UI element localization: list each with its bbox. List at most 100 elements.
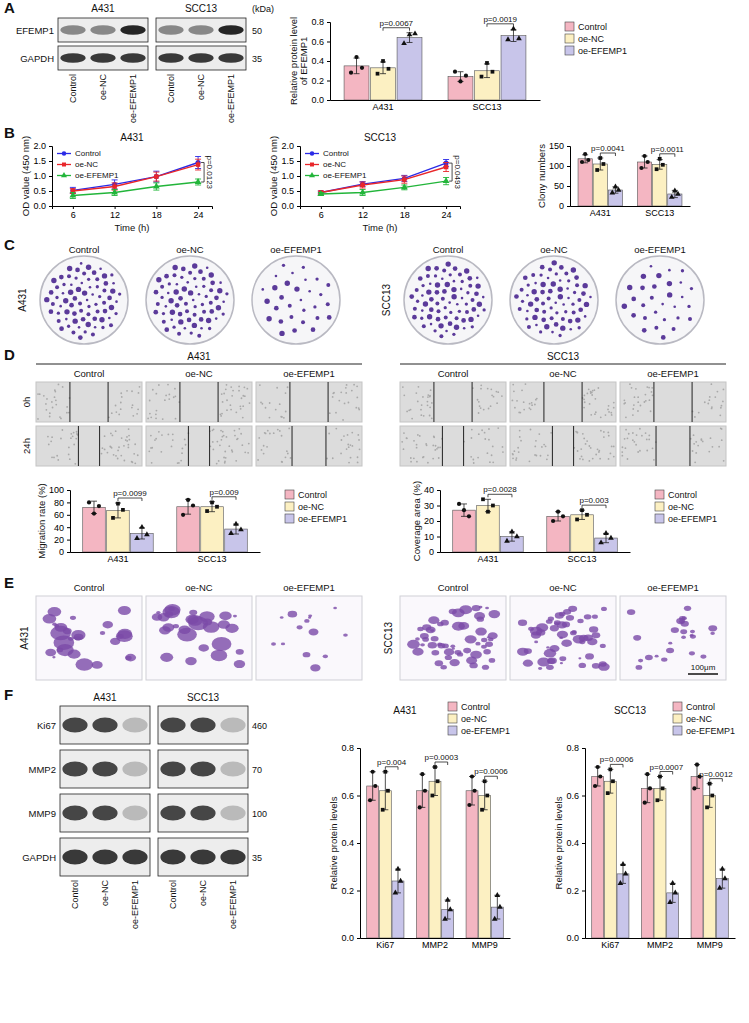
legend-item: Control	[448, 702, 490, 712]
cell-speck	[702, 440, 704, 442]
cell-speck	[491, 394, 493, 396]
colony	[192, 323, 197, 328]
cell-speck	[637, 401, 639, 403]
cell-speck	[155, 393, 157, 395]
colony	[577, 326, 580, 329]
colony	[640, 285, 645, 290]
cell-speck	[490, 388, 492, 390]
cell-speck	[68, 447, 70, 449]
colony	[92, 316, 97, 321]
cell-speck	[61, 429, 63, 431]
cell-speck	[413, 440, 415, 442]
colony	[311, 327, 316, 332]
error-bar	[401, 175, 407, 181]
cell-speck	[603, 431, 605, 433]
colony	[456, 303, 459, 306]
cell-speck	[406, 437, 408, 439]
colony	[680, 281, 683, 284]
colony	[167, 292, 170, 295]
p-value: p=0.003	[579, 496, 609, 505]
cell-speck	[512, 454, 514, 456]
cell-speck	[235, 411, 237, 413]
colony	[178, 319, 183, 324]
blot-strip	[158, 838, 248, 876]
colony	[202, 277, 206, 281]
colony	[471, 298, 475, 302]
colony	[315, 277, 318, 280]
data-point	[596, 765, 600, 769]
error-bar-part	[195, 185, 201, 186]
colony	[548, 289, 553, 294]
data-point	[598, 156, 602, 160]
cell-speck	[427, 462, 429, 464]
cell-speck	[583, 395, 585, 397]
error-bar-part	[153, 171, 159, 172]
data-point	[585, 513, 589, 517]
colony	[668, 269, 671, 272]
legend-label: Control	[75, 149, 101, 158]
migrated-cell	[435, 660, 443, 666]
tick-label: 0.4	[341, 838, 354, 848]
cell-speck	[51, 401, 53, 403]
migrated-cell	[690, 635, 696, 639]
colony	[641, 274, 646, 279]
line	[73, 182, 198, 196]
cell-speck	[72, 435, 74, 437]
line	[321, 167, 446, 193]
cell-speck	[516, 457, 518, 459]
cell-speck	[328, 433, 330, 435]
colony	[326, 302, 330, 306]
tick-mark	[567, 146, 570, 147]
tick-label: 0.8	[341, 743, 354, 753]
wound-edge	[472, 382, 473, 422]
cell-speck	[288, 428, 290, 430]
cell-speck	[531, 404, 533, 406]
cell-speck	[487, 388, 489, 390]
error-bar-part	[422, 774, 423, 807]
cell-speck	[258, 437, 260, 439]
cell-speck	[68, 453, 70, 455]
error-bar	[380, 62, 386, 74]
tick-mark	[446, 206, 447, 209]
colony	[520, 288, 524, 292]
migrated-cell	[52, 623, 57, 626]
migrated-cell	[482, 665, 489, 670]
colony	[476, 277, 479, 280]
cell-speck	[335, 412, 337, 414]
significance-bracket	[600, 153, 615, 156]
colony	[667, 292, 672, 297]
migrated-cell	[445, 655, 452, 660]
western-blot: A431Controloe-NCoe-EFEMP1SCC13Controloe-…	[22, 692, 267, 929]
migrated-cell	[557, 631, 568, 639]
colony	[275, 275, 278, 278]
migrated-cell	[708, 625, 717, 631]
cell-speck	[358, 407, 360, 409]
tick-mark	[67, 502, 70, 503]
wound-edge	[582, 382, 583, 422]
legend: Controloe-NCoe-EFEMP1	[285, 490, 347, 524]
cell-speck	[605, 414, 607, 416]
colony	[57, 312, 60, 315]
tick-label: 0	[429, 547, 434, 557]
colony	[534, 282, 537, 285]
colony	[534, 308, 539, 313]
colony	[187, 318, 192, 323]
cell-speck	[496, 402, 498, 404]
blot-band	[190, 849, 215, 864]
tick: 0.2	[341, 886, 360, 896]
data-point	[497, 904, 503, 909]
tick-label: 0.8	[311, 17, 324, 27]
lane-label: oe-EFEMP1	[228, 880, 238, 929]
colony	[72, 311, 77, 316]
blot-band	[160, 717, 185, 732]
cell-speck	[693, 443, 695, 445]
culture-plate	[252, 256, 340, 344]
colony	[69, 303, 74, 308]
colony	[84, 330, 87, 333]
cell-speck	[502, 451, 504, 453]
legend-marker	[61, 172, 67, 177]
cell-speck	[427, 394, 429, 396]
cell-speck	[517, 447, 519, 449]
bar	[593, 164, 607, 206]
cell-speck	[632, 414, 634, 416]
